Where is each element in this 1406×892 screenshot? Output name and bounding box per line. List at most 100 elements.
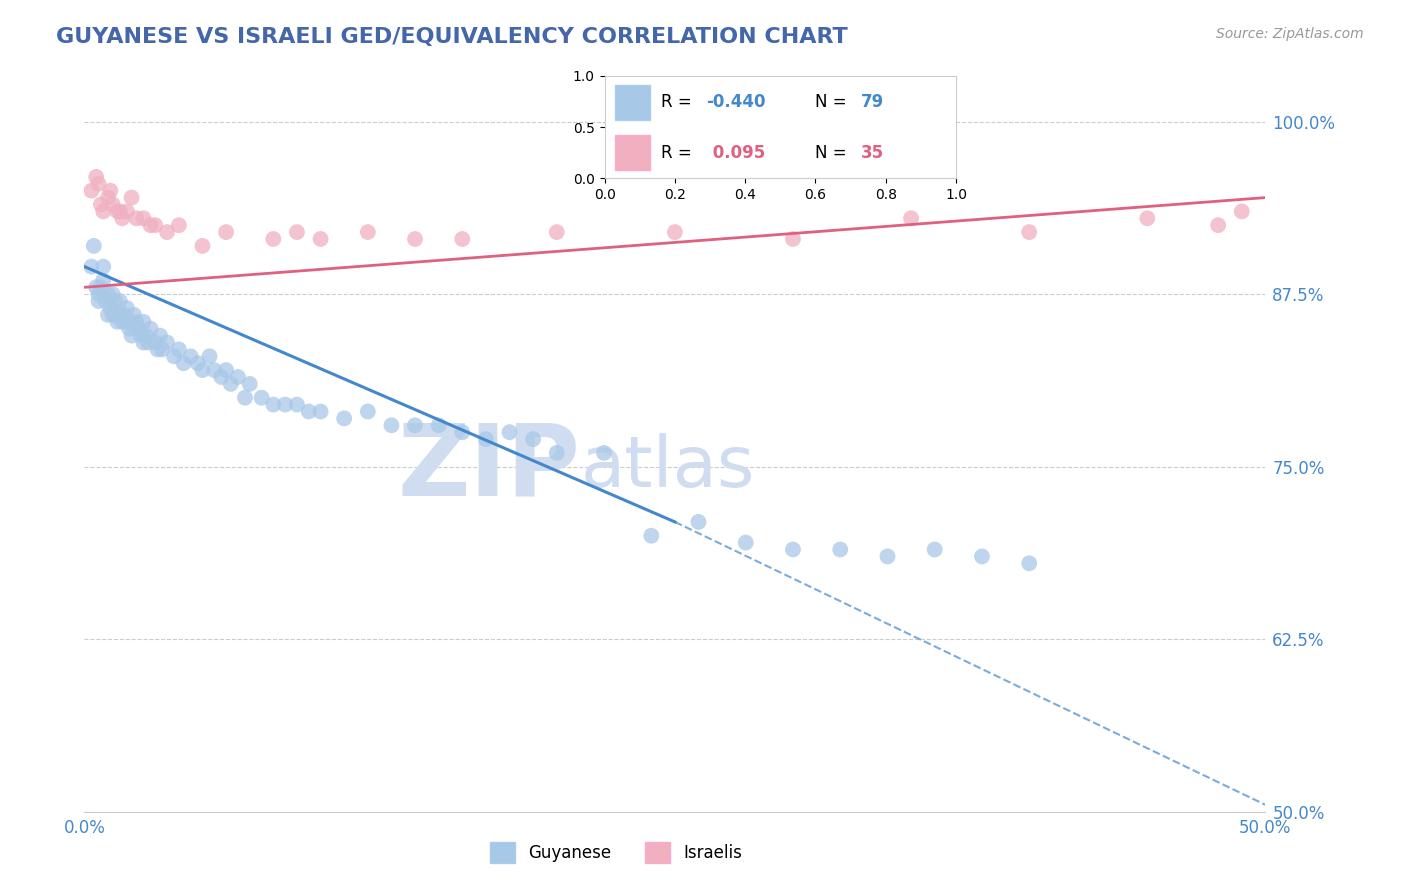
Point [404,418,426,433]
Point [451,232,474,246]
Point [782,542,804,557]
Point [135,328,157,343]
Text: 79: 79 [860,94,884,112]
Point [139,321,162,335]
Point [274,398,297,412]
Point [163,349,186,363]
Text: R =: R = [661,144,697,161]
Text: R =: R = [661,94,697,112]
Point [173,356,195,370]
Point [285,225,308,239]
Point [180,349,202,363]
Point [143,218,166,232]
Point [136,335,159,350]
Point [115,204,138,219]
Point [924,542,946,557]
Text: GUYANESE VS ISRAELI GED/EQUIVALENCY CORRELATION CHART: GUYANESE VS ISRAELI GED/EQUIVALENCY CORR… [56,27,848,46]
Point [475,432,498,446]
Point [876,549,898,564]
Point [215,363,238,377]
Point [121,328,143,343]
Point [167,343,190,357]
Point [94,294,117,309]
Point [101,287,124,301]
Point [309,404,332,418]
Point [187,356,209,370]
Point [98,301,121,315]
Point [970,549,993,564]
Point [226,370,249,384]
Point [219,376,242,391]
Point [91,273,114,287]
Point [108,294,131,309]
Point [139,218,162,232]
Point [498,425,520,440]
Point [298,404,321,418]
Point [640,529,662,543]
Point [734,535,756,549]
Point [546,225,568,239]
Point [250,391,273,405]
Point [209,370,232,384]
Point [215,225,238,239]
Point [198,349,221,363]
Point [1230,204,1253,219]
Point [285,398,308,412]
Point [782,232,804,246]
Point [83,239,105,253]
Point [115,301,138,315]
Point [125,211,148,226]
Point [546,446,568,460]
Point [129,328,152,343]
Point [380,418,402,433]
FancyBboxPatch shape [616,136,650,170]
Legend: Guyanese, Israelis: Guyanese, Israelis [484,836,748,869]
Point [167,218,190,232]
Point [688,515,710,529]
Point [451,425,474,440]
Point [156,335,179,350]
Point [149,328,172,343]
Point [107,315,129,329]
Point [1018,557,1040,571]
Point [262,232,284,246]
Point [107,204,129,219]
Point [97,308,120,322]
Point [98,184,121,198]
Point [146,343,169,357]
Point [84,169,107,184]
Point [121,315,143,329]
Point [233,391,256,405]
Point [125,315,148,329]
Point [111,315,134,329]
Point [111,211,134,226]
Point [309,232,332,246]
Point [80,184,103,198]
Point [333,411,356,425]
Text: ZIP: ZIP [398,419,581,516]
Point [108,204,131,219]
Point [97,191,120,205]
Point [357,404,380,418]
Point [87,294,110,309]
Point [191,363,214,377]
Point [404,232,426,246]
Point [80,260,103,274]
Point [101,197,124,211]
Point [150,343,173,357]
Point [357,225,380,239]
FancyBboxPatch shape [616,85,650,120]
Point [90,280,112,294]
Point [104,294,127,309]
Point [427,418,450,433]
Point [143,335,166,350]
Point [128,321,150,335]
Point [118,321,141,335]
Text: -0.440: -0.440 [707,94,766,112]
Point [830,542,852,557]
Point [97,287,120,301]
Point [87,287,110,301]
Point [87,177,110,191]
Point [202,363,225,377]
Point [900,211,922,226]
